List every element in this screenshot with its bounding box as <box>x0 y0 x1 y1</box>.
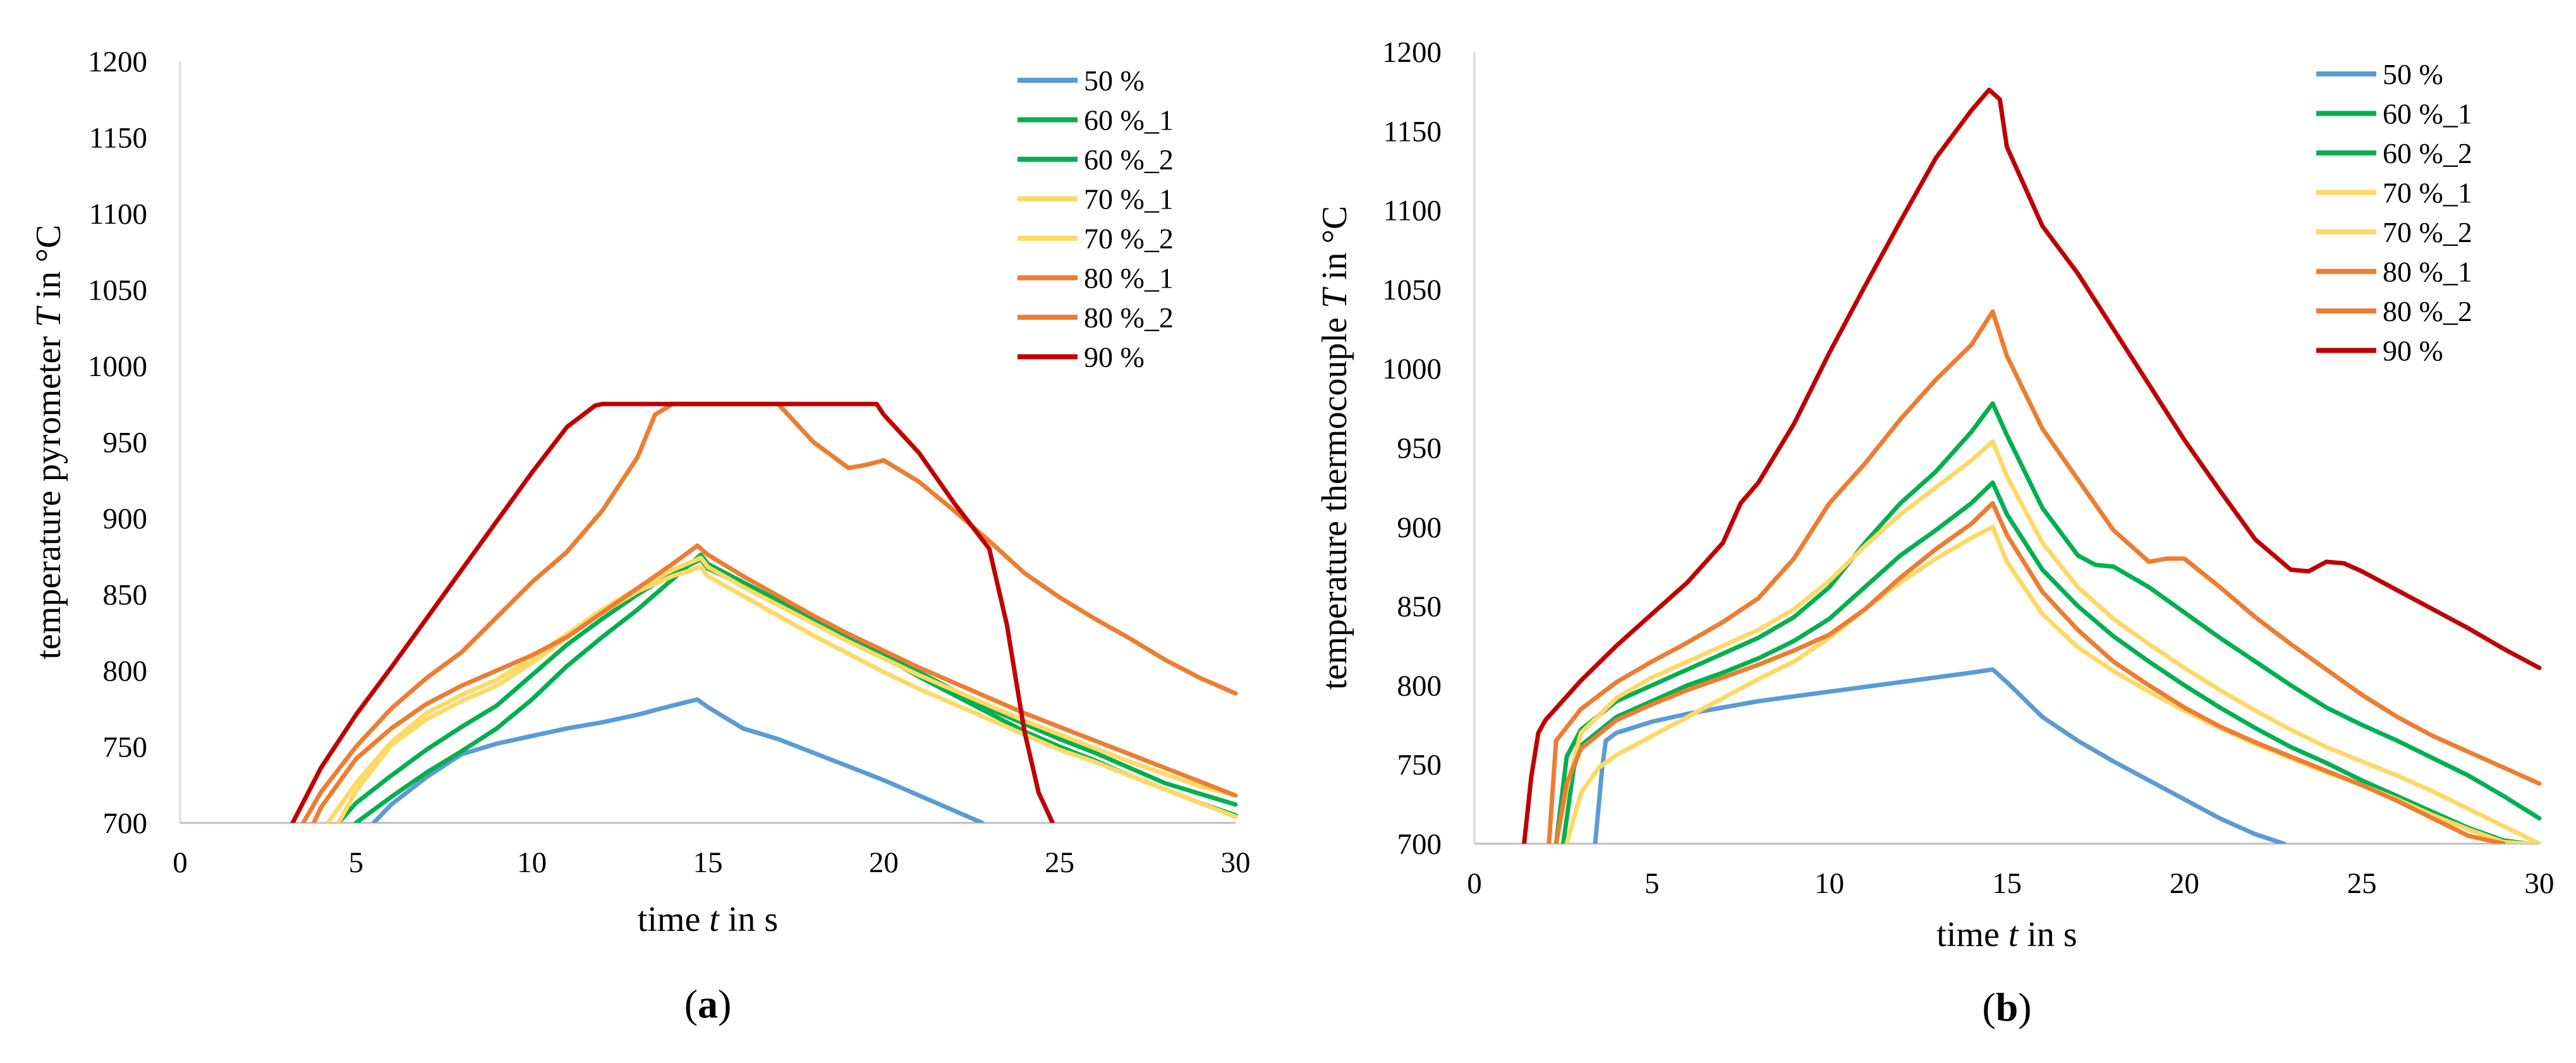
legend-entry: 60 %_1 <box>1084 104 1174 137</box>
panel-label: (b) <box>1982 985 2031 1030</box>
y-tick-label: 1000 <box>88 350 147 383</box>
legend-entry: 80 %_2 <box>2383 295 2472 327</box>
x-tick-label: 5 <box>1644 867 1660 900</box>
y-tick-label: 1100 <box>1383 195 1442 228</box>
y-tick-label: 850 <box>103 579 148 612</box>
x-tick-label: 0 <box>1467 867 1482 900</box>
x-tick-label: 5 <box>349 846 364 879</box>
y-tick-label: 1200 <box>1382 36 1442 69</box>
legend-entry: 60 %_1 <box>2383 98 2472 130</box>
x-tick-label: 0 <box>173 846 188 879</box>
x-axis-label: time t in s <box>638 900 778 939</box>
legend-entry: 70 %_1 <box>1084 183 1174 216</box>
panel-a-chart: 700 750 800 850 900 950 1000 1050 1100 1150 1200 0 5… <box>29 46 1251 1026</box>
y-tick-label: 900 <box>1397 511 1442 544</box>
y-tick-label: 750 <box>103 731 148 764</box>
series-line-1 <box>371 697 985 823</box>
series-line-2 <box>1553 401 2542 844</box>
y-tick-label: 700 <box>103 807 148 840</box>
y-tick-label: 1000 <box>1382 353 1442 386</box>
series-line-7 <box>1546 309 2542 844</box>
legend-entry: 80 %_1 <box>1084 262 1174 295</box>
legend-entry: 80 %_2 <box>1084 301 1174 334</box>
legend-entry: 50 % <box>2383 58 2443 90</box>
x-tick-label: 15 <box>693 846 723 879</box>
y-tick-label: 950 <box>103 427 148 459</box>
y-tick-label: 1050 <box>88 274 147 307</box>
legend-entry: 70 %_2 <box>1084 222 1174 255</box>
y-axis-label: temperature pyrometer T in °C <box>29 225 68 660</box>
series-line-3 <box>1560 480 2531 844</box>
legend-entry: 70 %_1 <box>2383 177 2472 209</box>
y-tick-label: 1150 <box>1383 115 1442 148</box>
y-tick-label: 750 <box>1397 749 1442 782</box>
legend-entry: 50 % <box>1084 64 1145 97</box>
x-tick-label: 10 <box>1814 867 1844 900</box>
series-line-6 <box>312 543 1238 823</box>
y-tick-label: 900 <box>103 502 148 535</box>
x-tick-label: 20 <box>2170 867 2199 900</box>
y-tick-label: 800 <box>103 655 148 688</box>
y-tick-label: 1200 <box>88 46 147 78</box>
y-tick-label: 800 <box>1397 669 1442 702</box>
x-tick-label: 20 <box>869 846 899 879</box>
y-tick-label: 950 <box>1397 432 1442 465</box>
panel-label: (a) <box>684 981 732 1026</box>
legend-entry: 60 %_2 <box>2383 137 2472 169</box>
series-line-4 <box>1553 439 2542 844</box>
legend-entry: 60 %_2 <box>1084 143 1174 176</box>
panel-b-chart: 700 750 800 850 900 950 1000 1050 1100 1150 1200 0 5… <box>1315 36 2555 1030</box>
x-tick-label: 25 <box>2347 867 2377 900</box>
series-line-8 <box>290 401 1055 823</box>
y-tick-label: 700 <box>1397 828 1442 861</box>
y-tick-label: 850 <box>1397 590 1442 623</box>
legend-entry: 70 %_2 <box>2383 216 2472 248</box>
legend-entry: 80 %_1 <box>2383 256 2472 288</box>
series-line-6 <box>1553 501 2506 844</box>
x-tick-label: 30 <box>1221 846 1251 879</box>
y-tick-label: 1050 <box>1382 274 1442 307</box>
series-line-1 <box>1593 667 2287 844</box>
y-tick-label: 1150 <box>89 122 147 155</box>
legend-entry: 90 % <box>2383 335 2443 367</box>
x-tick-label: 10 <box>517 846 547 879</box>
series-line-5 <box>325 556 1238 823</box>
series-line-4 <box>336 564 1238 823</box>
x-axis-label: time t in s <box>1936 915 2077 954</box>
x-tick-label: 15 <box>1992 867 2022 900</box>
y-tick-label: 1100 <box>89 198 147 231</box>
legend-entry: 90 % <box>1084 341 1145 374</box>
x-tick-label: 30 <box>2525 867 2555 900</box>
x-tick-label: 25 <box>1045 846 1074 879</box>
series-line-8 <box>1522 87 2542 844</box>
y-axis-label: temperature thermocouple T in °C <box>1315 206 1354 690</box>
